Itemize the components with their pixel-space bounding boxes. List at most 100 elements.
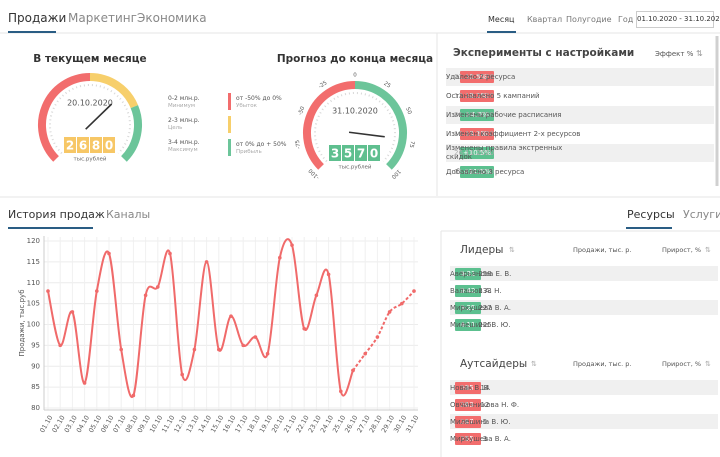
experiment-date: 26.11.2020	[454, 149, 495, 157]
point	[192, 347, 197, 352]
gauge-needle	[85, 103, 113, 130]
growth: -35	[455, 381, 481, 394]
digit-box	[64, 137, 76, 153]
point	[363, 351, 368, 356]
date-range[interactable]: 01.10.2020 - 31.10.2020	[636, 11, 720, 28]
section-tab[interactable]: Услуги	[683, 208, 720, 221]
digit-box	[77, 137, 89, 153]
gauge-tick-label: 75	[408, 140, 415, 149]
resource-row: 24 Новак В. В. 14 -35	[450, 380, 718, 395]
gauge-unit: тыс.рублей	[339, 164, 372, 171]
resource-row: 4 Милешина В. Ю. 225 +11	[450, 317, 718, 332]
y-tick-label: 105	[27, 300, 40, 308]
nav-tab[interactable]: Экономика	[137, 11, 207, 25]
sort-icon[interactable]: ⇅	[696, 49, 703, 58]
point	[143, 293, 148, 298]
digit: 6	[79, 139, 87, 153]
gauge-date: 31.10.2020	[332, 107, 378, 116]
gauge-tick-label: 100	[389, 168, 401, 180]
growth: -43	[455, 398, 481, 411]
experiment-effect: -3.1%	[460, 128, 494, 140]
name: Милешина В. Ю.	[450, 320, 511, 329]
sort-icon[interactable]: ⇅	[705, 246, 711, 254]
experiment-effect: +4.5%	[460, 109, 494, 121]
sales: 12	[480, 400, 490, 409]
gauge-band	[89, 73, 139, 109]
experiment-row: 15.11.2020 Изменен коэффициент 2-х ресурс…	[446, 125, 714, 143]
name: Миркушева В. А.	[450, 434, 512, 443]
sort-icon[interactable]: ⇅	[705, 360, 711, 368]
band-label: 3-4 млн.р.	[168, 139, 200, 146]
experiment-desc: Изменен коэффициент 2-х ресурсов	[446, 129, 581, 138]
period-tab[interactable]: Месяц	[488, 15, 515, 24]
growth: -55	[455, 432, 481, 445]
band-note: Максимум	[168, 147, 198, 153]
point	[46, 289, 50, 293]
point	[326, 272, 331, 277]
sales: 258	[478, 269, 492, 278]
point	[314, 293, 319, 298]
gauge-tick-label: 0	[353, 73, 357, 79]
rank: 27	[460, 434, 469, 443]
table-title: Лидеры	[460, 244, 504, 256]
sales: 225	[478, 320, 492, 329]
section-tab[interactable]: Ресурсы	[627, 208, 675, 221]
rank: 4	[460, 320, 465, 329]
point	[387, 310, 392, 314]
name: Овчинникова Н. Ф.	[450, 400, 520, 409]
status-note: Убыток	[236, 103, 257, 109]
rank: 1	[460, 269, 465, 278]
point	[156, 285, 160, 289]
status-label: от 0% до + 50%	[236, 141, 287, 148]
gauge-band	[120, 105, 142, 162]
point	[241, 343, 245, 348]
point	[168, 251, 172, 256]
sales-header: Продажи, тыс. р.	[573, 360, 632, 368]
point	[339, 389, 343, 394]
rank: 25	[460, 400, 469, 409]
gauge-title: В текущем месяце	[33, 53, 147, 65]
period-tab[interactable]: Квартал	[527, 15, 563, 24]
sales: 5	[482, 417, 488, 426]
experiment-row: 21.10.2020 Изменены рабочие расписания +4.…	[446, 106, 714, 124]
growth: +42	[455, 284, 481, 297]
name: Милешина В. Ю.	[450, 417, 511, 426]
point	[70, 310, 75, 314]
nav-tab[interactable]: Маркетинг	[68, 11, 137, 25]
digit: 3	[331, 147, 339, 161]
point	[400, 301, 404, 306]
growth: +31	[455, 267, 481, 280]
status-swatch	[228, 93, 231, 110]
name: Аверьянова Е. В.	[450, 269, 512, 278]
period-tab[interactable]: Полугодие	[566, 15, 612, 24]
period-tab[interactable]: Год	[618, 15, 634, 24]
resource-row: 2 Валашов А. Н. 233 +42	[450, 283, 718, 298]
name: Валашов А. Н.	[450, 286, 502, 295]
experiment-effect: +10.5%	[460, 147, 494, 159]
experiment-row: 12.10.2020 Остановлено 5 кампаний -2.1%	[446, 87, 714, 105]
band-label: 0-2 млн.р.	[168, 95, 200, 102]
gauge-band	[38, 73, 91, 162]
growth-header: Прирост, %	[662, 360, 702, 368]
digit-box	[90, 137, 102, 153]
digit-box	[342, 145, 354, 161]
point	[229, 314, 233, 318]
point	[265, 351, 270, 356]
sort-icon[interactable]: ⇅	[531, 360, 537, 368]
gauge-tick-label: -75	[295, 139, 303, 149]
sales-header: Продажи, тыс. р.	[573, 246, 632, 254]
gauge-date: 20.10.2020	[67, 99, 113, 108]
y-tick-label: 80	[31, 404, 40, 412]
nav-tab[interactable]: Продажи	[8, 11, 67, 25]
section-tab[interactable]: Каналы	[106, 208, 151, 221]
digit: 2	[66, 139, 74, 153]
digit: 0	[370, 147, 378, 161]
experiment-desc: Изменены рабочие расписания	[446, 110, 562, 119]
sort-icon[interactable]: ⇅	[509, 246, 515, 254]
section-tab[interactable]: История продаж	[8, 208, 105, 221]
sales: 233	[478, 286, 492, 295]
digit-box	[329, 145, 341, 161]
gauge-needle	[348, 131, 385, 138]
gauge-tick-label: -50	[297, 105, 306, 116]
point	[290, 243, 294, 247]
